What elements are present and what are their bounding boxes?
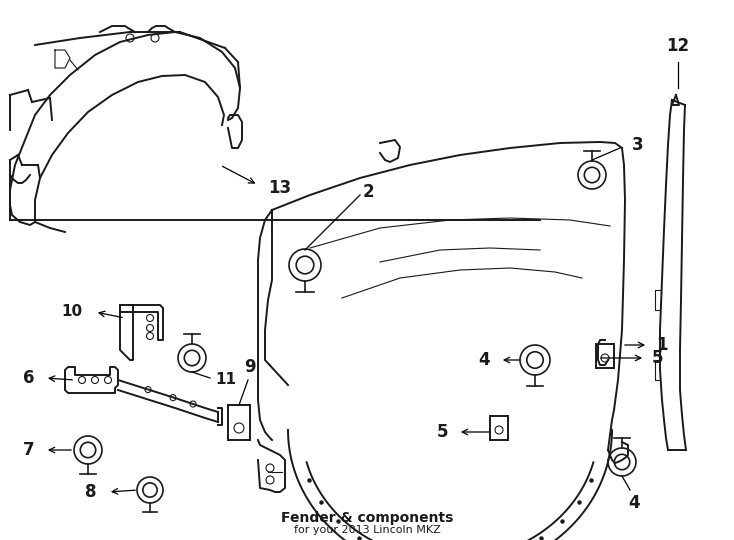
Text: 7: 7 <box>23 441 35 459</box>
Text: 5: 5 <box>652 349 664 367</box>
Text: 3: 3 <box>632 136 644 154</box>
Bar <box>596 344 614 368</box>
Text: 5: 5 <box>437 423 448 441</box>
Text: for your 2013 Lincoln MKZ: for your 2013 Lincoln MKZ <box>294 525 440 535</box>
Text: 6: 6 <box>23 369 35 387</box>
Text: 10: 10 <box>61 305 82 320</box>
Text: 8: 8 <box>85 483 97 501</box>
Text: 2: 2 <box>362 183 374 201</box>
Bar <box>228 405 250 440</box>
Bar <box>490 416 508 440</box>
Text: 9: 9 <box>244 358 256 376</box>
Text: 4: 4 <box>628 494 640 512</box>
Text: 13: 13 <box>268 179 291 197</box>
Text: 1: 1 <box>656 336 667 354</box>
Text: Fender & components: Fender & components <box>281 511 453 525</box>
Text: 12: 12 <box>666 37 689 55</box>
Text: 4: 4 <box>479 351 490 369</box>
Text: 11: 11 <box>215 372 236 387</box>
